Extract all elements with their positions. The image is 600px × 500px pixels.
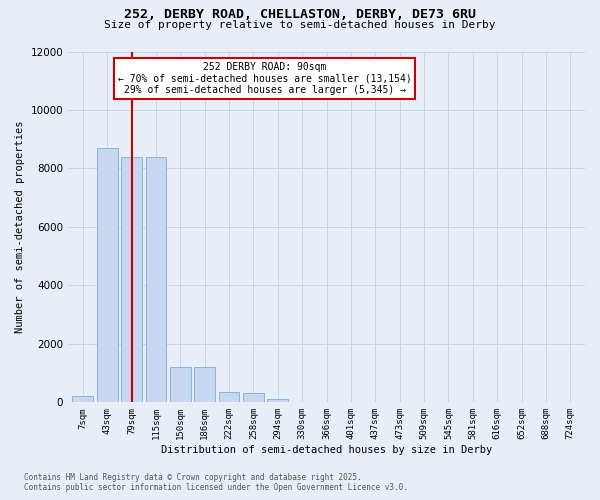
Bar — [170, 367, 191, 402]
Text: 252, DERBY ROAD, CHELLASTON, DERBY, DE73 6RU: 252, DERBY ROAD, CHELLASTON, DERBY, DE73… — [124, 8, 476, 20]
Bar — [243, 393, 264, 402]
X-axis label: Distribution of semi-detached houses by size in Derby: Distribution of semi-detached houses by … — [161, 445, 492, 455]
Bar — [73, 396, 93, 402]
Text: 252 DERBY ROAD: 90sqm
← 70% of semi-detached houses are smaller (13,154)
29% of : 252 DERBY ROAD: 90sqm ← 70% of semi-deta… — [118, 62, 412, 95]
Bar — [194, 367, 215, 402]
Bar — [268, 400, 288, 402]
Text: Contains HM Land Registry data © Crown copyright and database right 2025.
Contai: Contains HM Land Registry data © Crown c… — [24, 473, 408, 492]
Bar — [121, 157, 142, 402]
Text: Size of property relative to semi-detached houses in Derby: Size of property relative to semi-detach… — [104, 20, 496, 30]
Bar — [97, 148, 118, 403]
Bar — [146, 157, 166, 402]
Bar — [219, 392, 239, 402]
Y-axis label: Number of semi-detached properties: Number of semi-detached properties — [15, 120, 25, 333]
